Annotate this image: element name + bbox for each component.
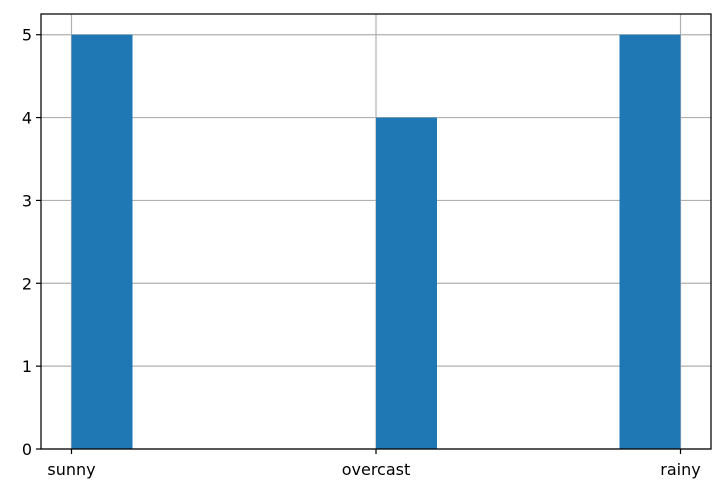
x-tick-label: overcast (342, 460, 411, 479)
y-tick-label: 2 (22, 274, 32, 293)
bar-sunny (71, 34, 133, 449)
bar-rainy (619, 34, 681, 449)
y-tick-label: 5 (22, 26, 32, 45)
y-tick-label: 1 (22, 357, 32, 376)
y-tick-label: 3 (22, 191, 32, 210)
bar-overcast (376, 117, 437, 450)
y-tick-label: 4 (22, 109, 32, 128)
x-tick-label: rainy (660, 460, 700, 479)
y-tick-label: 0 (22, 440, 32, 459)
bars (71, 34, 681, 450)
x-tick-label: sunny (47, 460, 95, 479)
axis-ticks (36, 34, 682, 454)
tick-labels: 0 1 2 3 4 5 sunny overcast rainy (22, 26, 701, 479)
